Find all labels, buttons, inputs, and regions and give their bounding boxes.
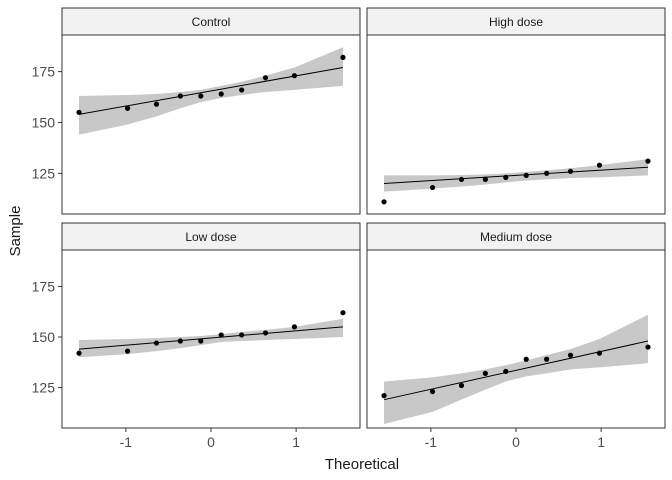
y-tick-label: 125	[32, 380, 56, 396]
data-point-low-dose	[177, 338, 183, 344]
data-point-medium-dose	[482, 370, 488, 376]
reference-line-medium-dose	[383, 340, 649, 401]
strip-low-dose	[61, 222, 361, 251]
data-point-low-dose	[124, 348, 131, 354]
axes: 125 150 175 125 150 175 -1 0 1 -1 0 1	[32, 64, 606, 450]
data-point-control	[218, 91, 224, 97]
data-point-medium-dose	[596, 350, 603, 356]
data-point-low-dose	[198, 338, 204, 344]
data-point-control	[124, 105, 131, 111]
y-tick-label: 125	[32, 165, 56, 181]
panel-medium-dose: Medium dose	[366, 222, 666, 429]
data-point-control	[76, 109, 82, 115]
strip-label-low-dose: Low dose	[185, 230, 237, 244]
data-point-high-dose	[567, 168, 574, 174]
data-point-control	[177, 93, 183, 99]
y-tick-label: 175	[32, 64, 56, 80]
data-point-medium-dose	[523, 356, 529, 362]
data-point-medium-dose	[503, 368, 509, 374]
strip-control	[61, 7, 361, 36]
data-point-low-dose	[239, 332, 245, 338]
x-axis-title: Theoretical	[325, 456, 399, 473]
strip-high-dose	[366, 7, 666, 36]
data-point-low-dose	[153, 340, 160, 346]
x-tick-label: -1	[425, 434, 438, 450]
reference-line-high-dose	[383, 166, 649, 184]
strip-medium-dose	[366, 222, 666, 251]
data-point-medium-dose	[381, 393, 387, 399]
strip-label-medium-dose: Medium dose	[480, 230, 552, 244]
x-tick-label: 0	[512, 434, 520, 450]
panel-high-dose: High dose	[366, 7, 666, 215]
data-point-medium-dose	[544, 356, 550, 362]
data-point-high-dose	[458, 176, 465, 183]
x-tick-label: 0	[207, 434, 215, 450]
data-point-high-dose	[523, 172, 529, 178]
data-point-high-dose	[544, 170, 550, 176]
data-point-low-dose	[340, 310, 346, 316]
data-point-low-dose	[76, 350, 82, 356]
data-point-low-dose	[291, 324, 298, 330]
data-point-high-dose	[596, 162, 603, 168]
y-tick-label: 175	[32, 278, 56, 294]
reference-line-control	[78, 67, 344, 115]
x-tick-label: -1	[120, 434, 133, 450]
data-point-control	[198, 93, 204, 99]
data-point-low-dose	[262, 330, 269, 336]
x-tick-label: 1	[292, 434, 300, 450]
data-point-high-dose	[429, 184, 436, 191]
panel-border	[61, 34, 361, 215]
data-point-control	[239, 87, 245, 93]
data-point-medium-dose	[458, 382, 465, 389]
panel-border	[366, 34, 666, 215]
data-point-medium-dose	[645, 344, 651, 350]
confidence-band-medium-dose	[384, 314, 648, 424]
data-point-high-dose	[482, 176, 488, 183]
data-point-high-dose	[381, 199, 387, 205]
strip-label-control: Control	[192, 15, 231, 29]
data-point-medium-dose	[429, 388, 436, 395]
strip-label-high-dose: High dose	[489, 15, 543, 29]
panel-low-dose: Low dose	[61, 222, 361, 429]
data-point-control	[340, 54, 346, 60]
facet-panels: Control High dose Low dose Medium dose	[61, 7, 666, 429]
data-point-control	[153, 101, 160, 107]
data-point-high-dose	[503, 174, 509, 180]
data-point-high-dose	[645, 158, 651, 164]
data-point-medium-dose	[567, 352, 574, 358]
data-point-control	[291, 73, 298, 79]
y-axis-title: Sample	[7, 206, 24, 257]
y-tick-label: 150	[32, 114, 56, 130]
reference-line-low-dose	[78, 326, 344, 350]
y-tick-label: 150	[32, 329, 56, 345]
panel-control: Control	[61, 7, 361, 215]
data-point-low-dose	[218, 332, 224, 338]
data-point-control	[262, 75, 269, 81]
x-tick-label: 1	[597, 434, 605, 450]
